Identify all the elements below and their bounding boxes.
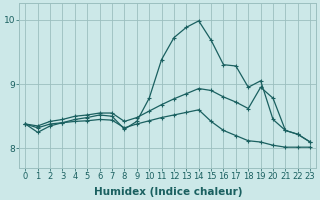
X-axis label: Humidex (Indice chaleur): Humidex (Indice chaleur) — [93, 187, 242, 197]
